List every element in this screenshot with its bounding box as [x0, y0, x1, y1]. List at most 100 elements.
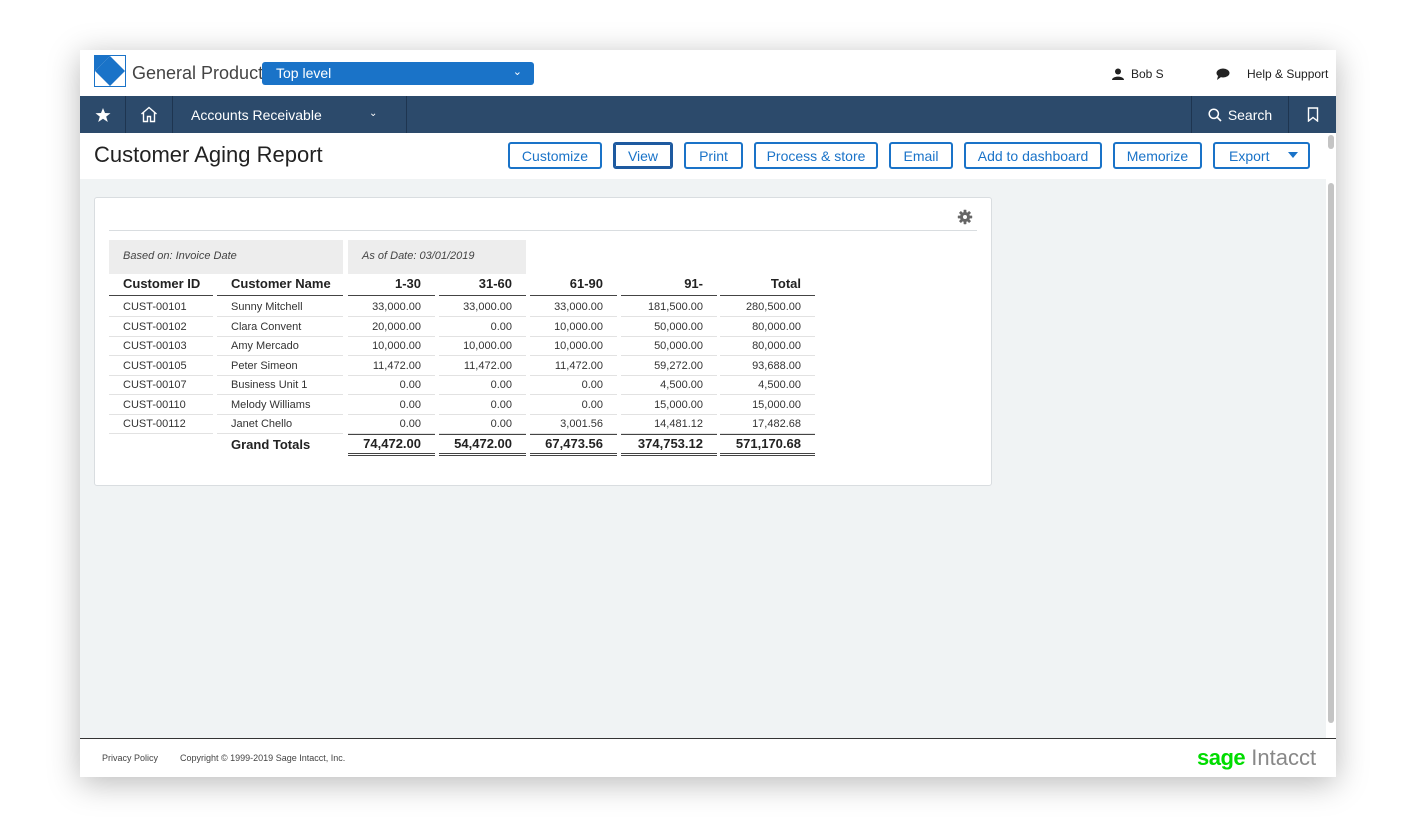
cell-1-30: 11,472.00: [348, 357, 435, 376]
print-button[interactable]: Print: [684, 142, 743, 169]
cell-31-60: 0.00: [439, 376, 526, 395]
cell-61-90: 3,001.56: [530, 415, 617, 434]
user-menu[interactable]: Bob S: [1112, 67, 1164, 81]
privacy-policy-link[interactable]: Privacy Policy: [102, 753, 159, 763]
bookmark-button[interactable]: [1290, 96, 1336, 133]
entity-select-value: Top level: [276, 65, 332, 81]
nav-bar: Accounts Receivable ⌄ Search: [80, 96, 1336, 133]
top-bar: General Product Top level ⌄ Bob S Help &…: [80, 50, 1336, 96]
cell-total: 4,500.00: [720, 376, 815, 395]
cell-1-30: 33,000.00: [348, 298, 435, 317]
entity-select[interactable]: Top level ⌄: [262, 62, 534, 85]
module-menu[interactable]: Accounts Receivable ⌄: [173, 96, 407, 133]
cell-customer-name: Clara Convent: [217, 318, 343, 337]
cell-61-90: 0.00: [530, 396, 617, 415]
vertical-scrollbar[interactable]: [1326, 133, 1336, 738]
cell-61-90: 10,000.00: [530, 337, 617, 356]
col-header-91-plus: 91-: [621, 276, 717, 296]
total-1-30: 74,472.00: [348, 434, 435, 456]
col-header-31-60: 31-60: [439, 276, 526, 296]
as-of-date-label: As of Date: 03/01/2019: [348, 240, 526, 274]
cell-91-plus: 15,000.00: [621, 396, 717, 415]
cell-total: 80,000.00: [720, 337, 815, 356]
cell-customer-id: CUST-00112: [109, 415, 213, 434]
cell-61-90: 33,000.00: [530, 298, 617, 317]
cell-total: 15,000.00: [720, 396, 815, 415]
col-header-1-30: 1-30: [348, 276, 435, 296]
cell-customer-id: CUST-00107: [109, 376, 213, 395]
cell-total: 17,482.68: [720, 415, 815, 434]
memorize-button[interactable]: Memorize: [1113, 142, 1202, 169]
cell-1-30: 0.00: [348, 396, 435, 415]
cell-91-plus: 181,500.00: [621, 298, 717, 317]
cell-customer-name: Melody Williams: [217, 396, 343, 415]
total-61-90: 67,473.56: [530, 434, 617, 456]
search-label: Search: [1227, 106, 1273, 123]
scrollbar-thumb[interactable]: [1328, 183, 1334, 723]
chevron-down-icon: ⌄: [512, 66, 522, 78]
cell-31-60: 10,000.00: [439, 337, 526, 356]
favorites-button[interactable]: [80, 96, 126, 133]
cell-91-plus: 50,000.00: [621, 337, 717, 356]
cell-31-60: 0.00: [439, 415, 526, 434]
home-button[interactable]: [126, 96, 173, 133]
cell-61-90: 0.00: [530, 376, 617, 395]
report-card: Based on: Invoice Date As of Date: 03/01…: [94, 197, 992, 486]
help-label: Help & Support: [1247, 67, 1329, 81]
col-header-61-90: 61-90: [530, 276, 617, 296]
cell-61-90: 11,472.00: [530, 357, 617, 376]
report-content-area: Based on: Invoice Date As of Date: 03/01…: [80, 179, 1326, 738]
export-button[interactable]: Export: [1213, 142, 1310, 169]
view-button[interactable]: View: [613, 142, 673, 169]
brand-intacct: Intacct: [1251, 745, 1317, 770]
cell-31-60: 11,472.00: [439, 357, 526, 376]
col-header-customer-name: Customer Name: [217, 276, 343, 296]
cell-customer-name: Janet Chello: [217, 415, 343, 434]
cell-customer-id: CUST-00103: [109, 337, 213, 356]
cell-91-plus: 4,500.00: [621, 376, 717, 395]
cell-1-30: 20,000.00: [348, 318, 435, 337]
gear-icon[interactable]: [957, 209, 973, 225]
home-icon: [141, 106, 157, 123]
cell-1-30: 0.00: [348, 376, 435, 395]
cell-customer-id: CUST-00105: [109, 357, 213, 376]
total-all: 571,170.68: [720, 434, 815, 456]
cell-61-90: 10,000.00: [530, 318, 617, 337]
app-window: General Product Top level ⌄ Bob S Help &…: [80, 50, 1336, 777]
cell-31-60: 0.00: [439, 396, 526, 415]
cell-31-60: 33,000.00: [439, 298, 526, 317]
chat-icon: [1216, 68, 1230, 80]
star-icon: [95, 107, 110, 122]
company-logo: [94, 55, 126, 87]
customize-button[interactable]: Customize: [508, 142, 602, 169]
col-header-total: Total: [720, 276, 815, 296]
search-button[interactable]: Search: [1191, 96, 1289, 133]
add-to-dashboard-button[interactable]: Add to dashboard: [964, 142, 1102, 169]
based-on-label: Based on: Invoice Date: [109, 240, 343, 274]
col-header-customer-id: Customer ID: [109, 276, 213, 296]
cell-1-30: 10,000.00: [348, 337, 435, 356]
process-store-button[interactable]: Process & store: [754, 142, 878, 169]
total-91-plus: 374,753.12: [621, 434, 717, 456]
email-button[interactable]: Email: [889, 142, 953, 169]
cell-customer-name: Peter Simeon: [217, 357, 343, 376]
bookmark-icon: [1307, 107, 1319, 122]
scrollbar-top-thumb[interactable]: [1328, 135, 1334, 149]
search-icon: [1208, 107, 1222, 122]
module-label: Accounts Receivable: [191, 106, 322, 123]
grand-totals-label: Grand Totals: [231, 437, 311, 452]
help-link[interactable]: Help & Support: [1216, 67, 1328, 81]
cell-total: 280,500.00: [720, 298, 815, 317]
cell-customer-name: Business Unit 1: [217, 376, 343, 395]
cell-91-plus: 59,272.00: [621, 357, 717, 376]
card-divider: [109, 230, 977, 231]
user-name: Bob S: [1131, 67, 1164, 81]
cell-customer-name: Sunny Mitchell: [217, 298, 343, 317]
cell-91-plus: 50,000.00: [621, 318, 717, 337]
cell-1-30: 0.00: [348, 415, 435, 434]
chevron-down-icon: ⌄: [369, 108, 378, 119]
cell-91-plus: 14,481.12: [621, 415, 717, 434]
company-name: General Product: [132, 63, 264, 83]
caret-down-icon: [1288, 152, 1298, 158]
page-title: Customer Aging Report: [94, 142, 323, 167]
